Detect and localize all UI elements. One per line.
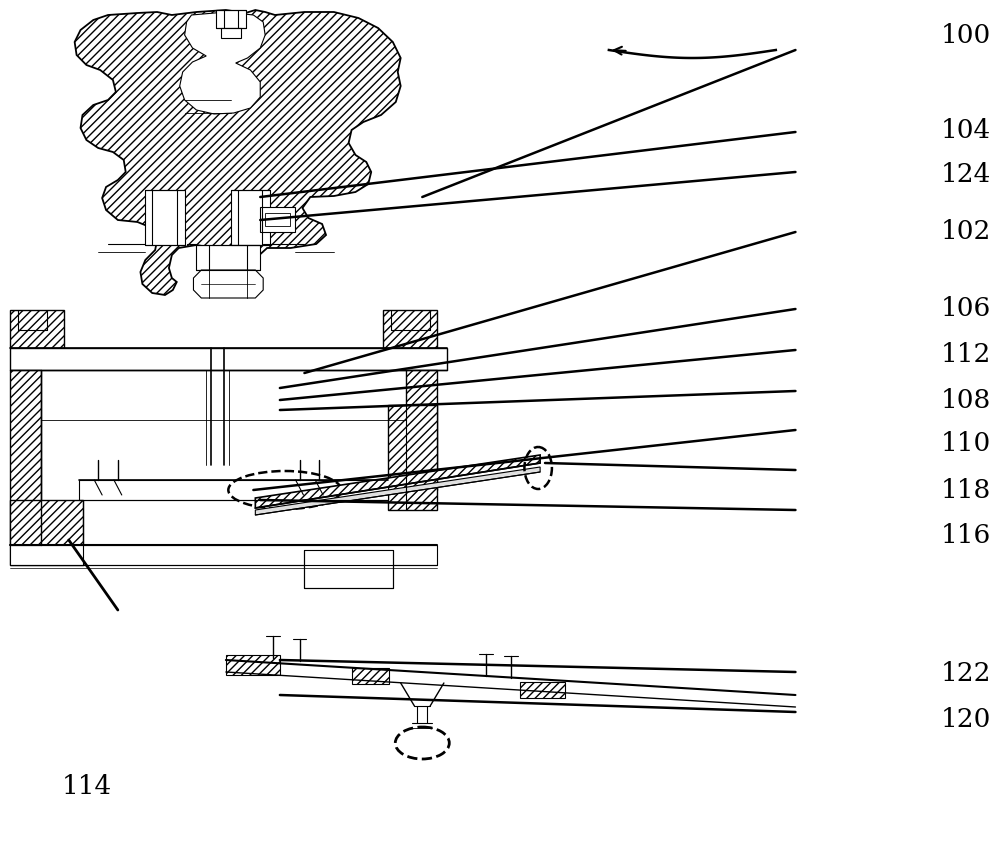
Text: 108: 108 xyxy=(941,387,991,413)
Text: 106: 106 xyxy=(941,296,991,322)
Bar xyxy=(10,348,447,370)
Bar xyxy=(196,245,260,270)
Bar xyxy=(145,190,185,245)
Text: 120: 120 xyxy=(941,706,991,732)
Text: 104: 104 xyxy=(941,118,991,143)
Text: 110: 110 xyxy=(941,431,991,457)
Text: 116: 116 xyxy=(941,523,991,549)
Bar xyxy=(352,668,389,684)
Bar xyxy=(388,405,437,510)
Polygon shape xyxy=(255,455,540,508)
Bar xyxy=(10,545,437,565)
Bar xyxy=(10,370,41,545)
Bar xyxy=(226,655,280,675)
Text: 112: 112 xyxy=(941,342,991,367)
Bar xyxy=(10,310,64,348)
Bar xyxy=(520,682,565,698)
Bar xyxy=(406,370,437,490)
Bar xyxy=(304,550,393,588)
Text: 124: 124 xyxy=(941,162,991,187)
Bar xyxy=(265,213,290,226)
Polygon shape xyxy=(75,10,401,295)
Bar xyxy=(79,480,388,500)
Text: 102: 102 xyxy=(941,219,991,244)
Bar xyxy=(260,207,295,232)
Text: 122: 122 xyxy=(941,661,991,686)
Polygon shape xyxy=(180,12,265,114)
Text: 100: 100 xyxy=(941,23,991,48)
Polygon shape xyxy=(193,270,263,298)
Bar xyxy=(221,28,241,38)
Text: 114: 114 xyxy=(61,774,112,799)
Bar xyxy=(231,190,270,245)
Bar xyxy=(216,10,246,28)
Polygon shape xyxy=(255,467,540,515)
Text: 118: 118 xyxy=(941,478,991,503)
Bar xyxy=(10,500,83,565)
Bar xyxy=(383,310,437,348)
